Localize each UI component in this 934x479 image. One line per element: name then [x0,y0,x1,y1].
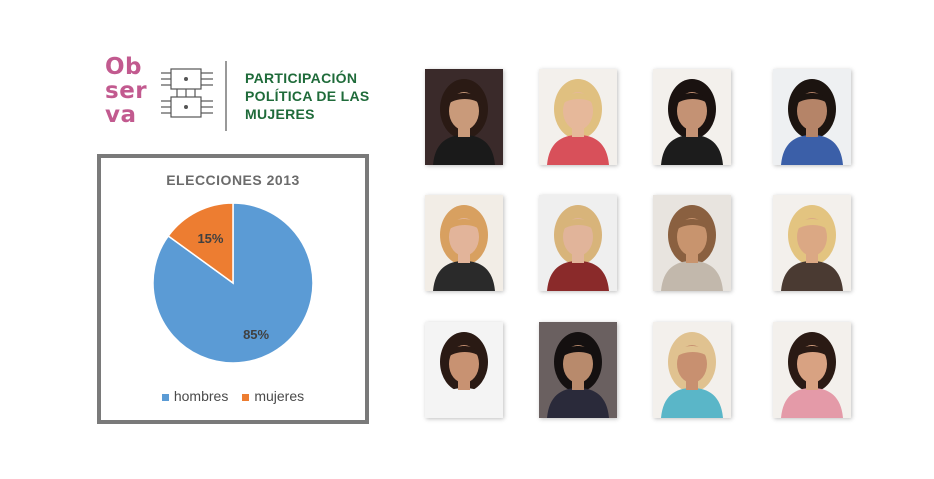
logo-title-line3: MUJERES [245,106,315,122]
portrait-icon [773,195,851,291]
legend-swatch-hombres [161,393,169,401]
pie-chart: 85% 15% [152,202,314,364]
candidate-photo-6 [539,195,617,291]
logo-title-line2: POLÍTICA DE LAS [245,88,370,104]
logo-wordmark: Ob ser va [105,55,147,127]
legend-item-mujeres: mujeres [242,388,304,404]
candidate-photo-11 [653,322,731,418]
portrait-icon [773,69,851,165]
logo-word-line3: va [105,102,137,128]
candidate-photo-5 [425,195,503,291]
logo-title: PARTICIPACIÓN POLÍTICA DE LAS MUJERES [245,69,370,123]
observa-logo: Ob ser va PARTICIPACIÓN POLÍTICA DE LAS … [105,55,375,135]
portrait-icon [653,195,731,291]
candidate-photo-10 [539,322,617,418]
pie-slice-mujeres [167,202,234,285]
portrait-icon [425,195,503,291]
candidate-photo-2 [539,69,617,165]
candidate-photo-7 [653,195,731,291]
logo-title-line1: PARTICIPACIÓN [245,70,358,86]
candidate-photo-8 [773,195,851,291]
pie-label-hombres: 85% [243,327,269,342]
portrait-icon [539,195,617,291]
candidate-photo-12 [773,322,851,418]
chart-legend: hombres mujeres [101,388,365,404]
legend-label-mujeres: mujeres [254,388,305,404]
portrait-icon [653,322,731,418]
logo-word-line2: ser [105,78,148,104]
candidate-photo-grid [405,64,860,419]
chart-title: ELECCIONES 2013 [166,172,300,188]
candidate-photo-3 [653,69,731,165]
portrait-icon [425,322,503,418]
portrait-icon [653,69,731,165]
logo-divider [225,61,227,131]
logo-word-line1: Ob [105,54,143,80]
pie-chart-panel: ELECCIONES 2013 85% 15% hombres mujeres [97,154,369,424]
portrait-icon [773,322,851,418]
candidate-photo-4 [773,69,851,165]
legend-item-hombres: hombres [161,388,229,404]
portrait-icon [425,69,503,165]
candidate-photo-9 [425,322,503,418]
legend-swatch-mujeres [242,393,250,401]
pie-label-mujeres: 15% [197,231,223,246]
candidate-photo-1 [425,69,503,165]
portrait-icon [539,322,617,418]
circuit-chip-icon [161,68,213,118]
portrait-icon [539,69,617,165]
legend-label-hombres: hombres [173,388,229,404]
